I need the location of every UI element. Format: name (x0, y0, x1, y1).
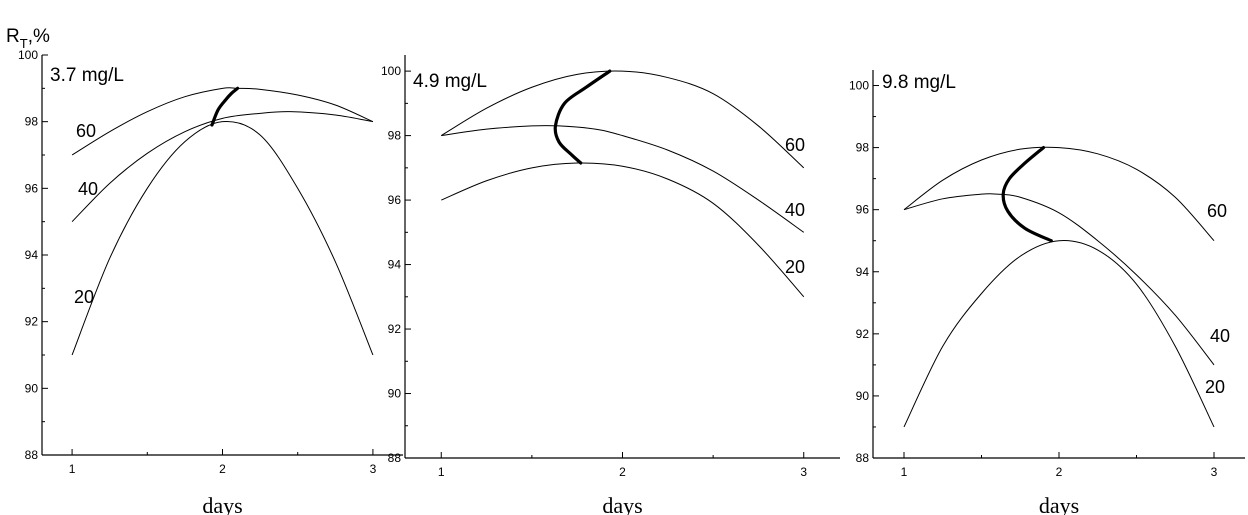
chart-panel-3.7: 88 90 92 94 96 98 100 1 2 3 days 3.7 mg/L 60 40 20 (18, 48, 403, 515)
chart-panel-4.9: 88 90 92 94 96 98 100 1 2 3 days 4.9 mg/L 60 40 20 (381, 55, 840, 515)
curve-label-40: 40 (785, 200, 805, 220)
y-tick-label: 92 (856, 327, 870, 341)
panel-title: 3.7 mg/L (50, 65, 124, 86)
y-tick-label: 88 (856, 451, 870, 465)
curve-label-40: 40 (78, 179, 98, 199)
y-tick-label: 90 (25, 381, 39, 395)
x-tick-label: 3 (800, 465, 807, 479)
y-tick-label: 88 (388, 451, 402, 465)
chart-panel-9.8: 88 90 92 94 96 98 100 1 2 3 days 9.8 mg/L 60 40 20 (849, 70, 1245, 515)
curve-label-20: 20 (1205, 377, 1225, 397)
y-tick-label: 92 (388, 322, 402, 336)
y-tick-label: 100 (381, 64, 401, 78)
y-tick-label: 98 (25, 115, 39, 129)
series-line-40 (441, 125, 805, 233)
y-tick-label: 100 (849, 79, 869, 93)
y-tick-label: 90 (388, 387, 402, 401)
x-tick-label: 1 (438, 465, 445, 479)
y-tick-label: 90 (856, 389, 870, 403)
y-tick-label: 88 (25, 448, 39, 462)
maximum-boundary-line (210, 86, 240, 127)
series-line-60 (903, 146, 1215, 242)
series-line-60 (440, 70, 805, 169)
curve-label-60: 60 (1207, 201, 1227, 221)
y-tick-label: 96 (25, 181, 39, 195)
maximum-boundary-line (1001, 146, 1053, 243)
panel-title: 9.8 mg/L (882, 72, 956, 93)
series-line-20 (71, 120, 374, 356)
panel-title: 4.9 mg/L (413, 71, 487, 92)
curve-label-60: 60 (76, 121, 96, 141)
series-line-60 (71, 87, 374, 156)
series-line-40 (71, 111, 374, 223)
y-tick-label: 98 (856, 141, 870, 155)
x-axis-label: days (602, 493, 642, 515)
y-axis-label: RT,% (6, 26, 50, 51)
curve-label-20: 20 (785, 257, 805, 277)
curve-label-60: 60 (785, 135, 805, 155)
y-tick-label: 98 (388, 129, 402, 143)
y-tick-label: 100 (18, 48, 38, 62)
series-line-40 (903, 193, 1215, 366)
x-tick-label: 2 (619, 465, 626, 479)
series-line-20 (903, 240, 1215, 428)
x-tick-label: 2 (1056, 465, 1063, 479)
x-tick-label: 1 (69, 462, 76, 476)
y-tick-label: 94 (856, 265, 870, 279)
series-line-20 (441, 162, 805, 298)
x-tick-label: 2 (219, 462, 226, 476)
y-tick-label: 96 (856, 203, 870, 217)
maximum-boundary-line (553, 69, 612, 165)
x-tick-label: 1 (901, 465, 908, 479)
y-tick-label: 94 (388, 258, 402, 272)
x-axis-label: days (202, 493, 242, 515)
curve-label-40: 40 (1210, 326, 1230, 346)
y-tick-label: 96 (388, 193, 402, 207)
x-axis-label: days (1039, 493, 1079, 515)
y-tick-label: 92 (25, 315, 39, 329)
curve-label-20: 20 (74, 287, 94, 307)
y-tick-label: 94 (25, 248, 39, 262)
x-tick-label: 3 (370, 462, 377, 476)
x-tick-label: 3 (1211, 465, 1218, 479)
